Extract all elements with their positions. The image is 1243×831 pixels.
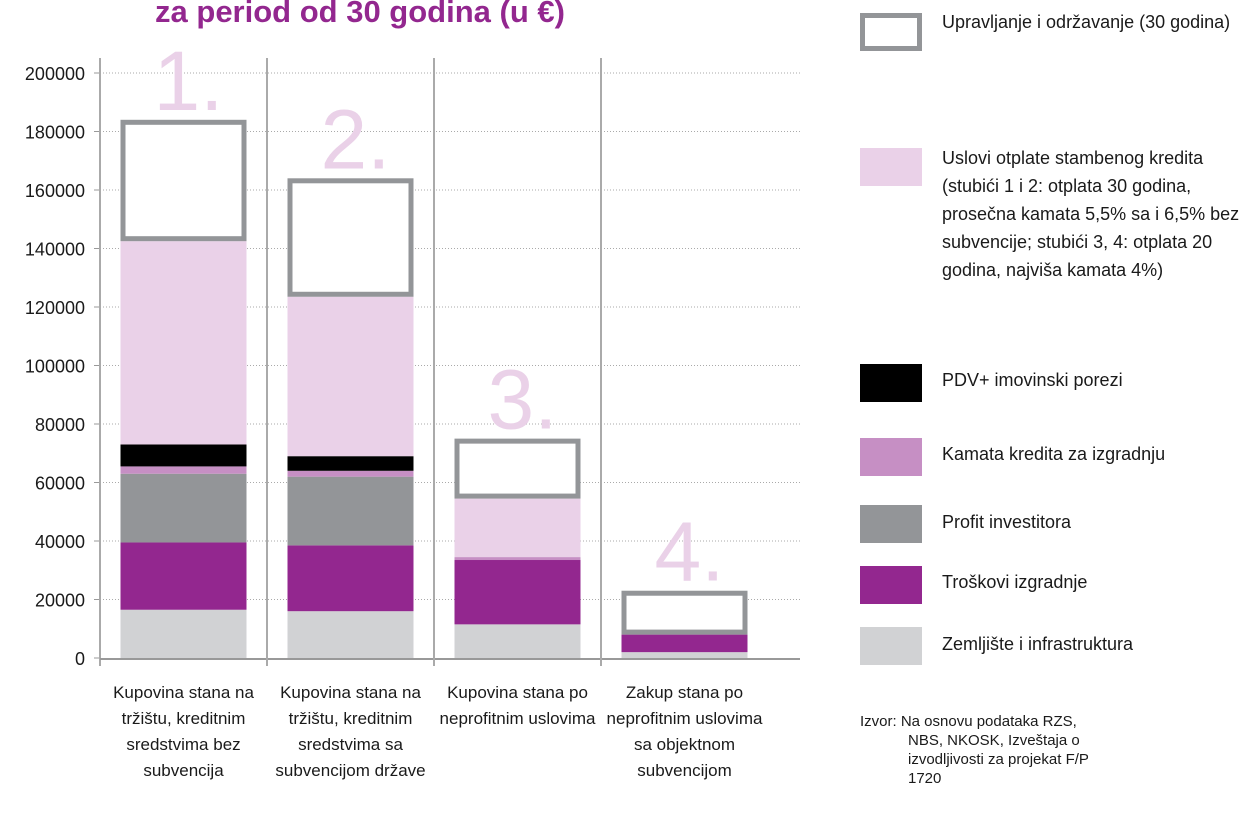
legend-label: PDV+ imovinski porezi [942,370,1123,390]
bar-segment [621,590,748,635]
y-tick-label: 180000 [25,123,85,143]
y-tick-label: 100000 [25,357,85,377]
bar-segment [287,178,414,297]
y-tick-label: 120000 [25,298,85,318]
y-tick-label: 40000 [35,532,85,552]
bar-segment [454,557,581,561]
bar-segment [454,438,581,499]
bar-segment [287,611,414,658]
bar-segment [454,560,581,625]
x-tick-label: Zakup stana po neprofitnim uslovima sa o… [606,683,763,780]
bar-annotation: 4. [654,505,724,599]
bar-segment [120,473,247,543]
legend-label: Troškovi izgradnje [942,572,1088,592]
x-tick-label: Kupovina stana po neprofitnim uslovima [439,683,596,728]
y-tick-label: 160000 [25,181,85,201]
chart-title: za period od 30 godina (u €) [155,0,565,29]
source-note: Izvor: Na osnovu podataka RZS, NBS, NKOS… [860,713,1089,787]
bar-segment [120,119,247,242]
bar-segment [621,634,748,653]
bar-segment [287,456,414,471]
y-tick-label: 140000 [25,240,85,260]
bar-segment [287,545,414,612]
legend-swatch [860,438,922,476]
bar-segment [120,609,247,658]
bar-segment [120,466,247,474]
y-tick-label: 0 [75,649,85,669]
legend-swatch [860,13,922,51]
y-tick-label: 200000 [25,64,85,84]
bar-segment [621,652,748,658]
bar-segment [120,444,247,467]
bar-annotation: 3. [487,353,557,447]
legend-swatch [860,505,922,543]
bar-segment [454,624,581,658]
y-tick-label: 60000 [35,474,85,494]
bar-segment [287,476,414,546]
bar-segment [120,542,247,610]
bar-segment [287,296,414,457]
bar-annotation: 2. [320,92,390,186]
y-tick-label: 80000 [35,415,85,435]
bar-segment [120,241,247,445]
legend-label: Uslovi otplate stambenog kredita (stubić… [942,148,1240,280]
legend-swatch [860,566,922,604]
bar-annotation: 1. [153,34,223,128]
legend-swatch [860,148,922,186]
bar-segment [454,498,581,558]
x-tick-label: Kupovina stana na tržištu, kreditnim sre… [113,683,254,780]
x-tick-label: Kupovina stana na tržištu, kreditnim sre… [275,683,426,780]
legend-swatch [860,364,922,402]
legend-swatch [860,627,922,665]
legend-label: Upravljanje i održavanje (30 godina) [942,12,1231,32]
legend-label: Profit investitora [942,512,1072,532]
y-tick-label: 20000 [35,591,85,611]
legend-label: Kamata kredita za izgradnju [942,444,1166,464]
legend-label: Zemljište i infrastruktura [942,634,1134,654]
bar-segment [287,470,414,477]
